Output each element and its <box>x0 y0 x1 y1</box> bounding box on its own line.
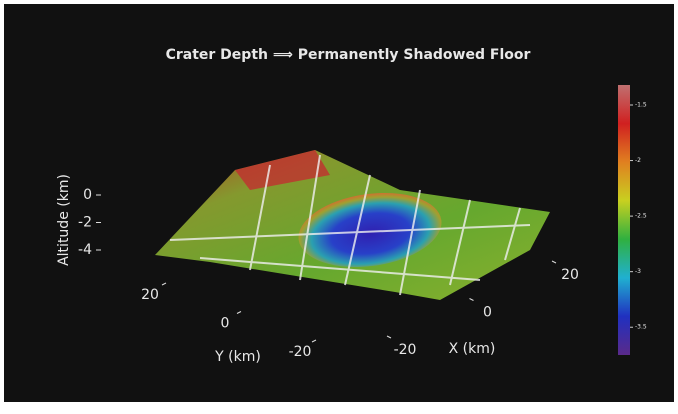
y-tick-label: 0 <box>221 316 230 332</box>
x-tick-label: 0 <box>483 305 492 321</box>
chart: Crater Depth ⟹ Permanently Shadowed Floo… <box>0 0 678 414</box>
colorbar-tick-label: -3 <box>635 268 641 275</box>
colorbar-tick-label: -2.5 <box>635 213 647 220</box>
page: Crater Depth ⟹ Permanently Shadowed Floo… <box>0 0 678 414</box>
y-tick-label: 20 <box>141 287 159 303</box>
colorbar-tick-label: -1.5 <box>635 102 647 109</box>
x-tick-label: -20 <box>394 342 417 358</box>
x-axis-label: X (km) <box>449 341 496 357</box>
colorbar-tick-label: -3.5 <box>635 324 647 331</box>
chart-title: Crater Depth ⟹ Permanently Shadowed Floo… <box>166 47 531 63</box>
z-axis-label: Altitude (km) <box>56 174 72 266</box>
colorbar <box>618 85 630 355</box>
z-tick-label: 0 <box>83 187 92 203</box>
y-axis-label: Y (km) <box>214 349 261 365</box>
x-tick-label: 20 <box>561 267 579 283</box>
y-tick-label: -20 <box>289 344 312 360</box>
z-tick-label: -2 <box>78 215 92 231</box>
z-tick-label: -4 <box>78 242 92 258</box>
colorbar-tick-label: -2 <box>635 157 641 164</box>
